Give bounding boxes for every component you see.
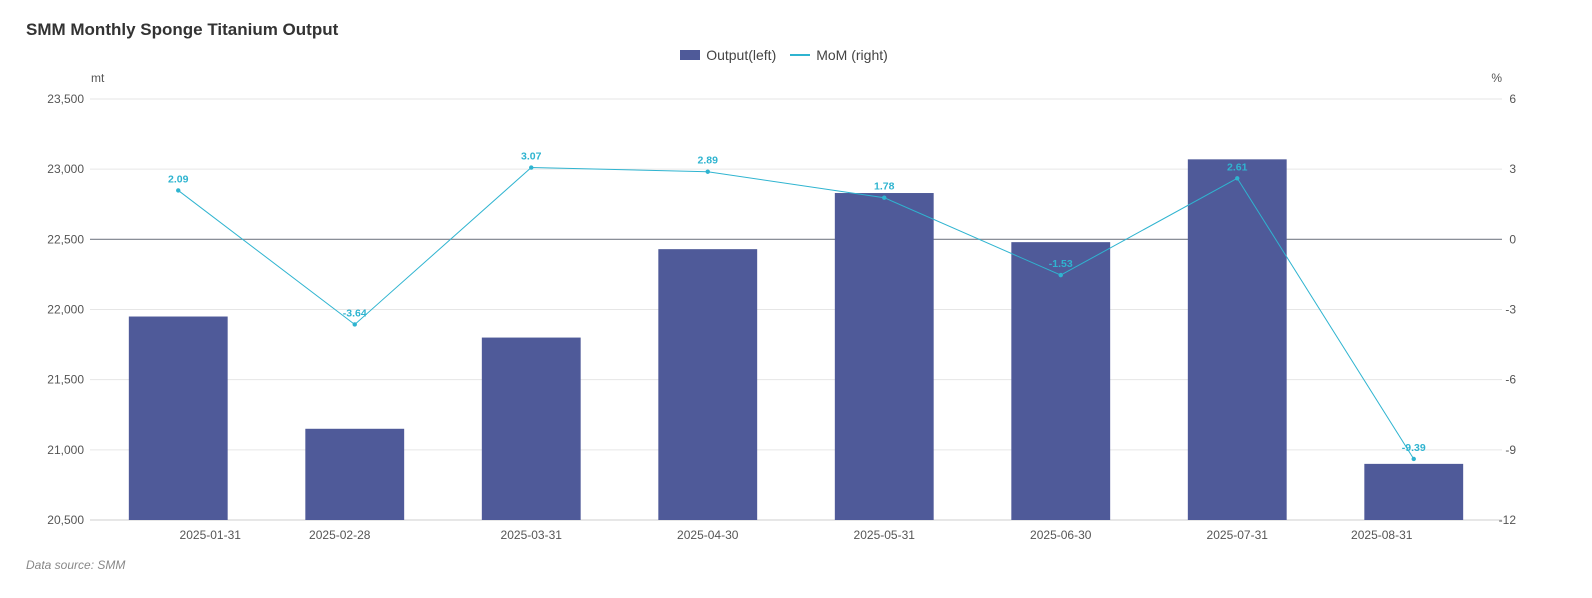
mom-data-label: 3.07 [521, 151, 542, 163]
left-tick-label: 23,000 [47, 162, 84, 176]
output-bar[interactable] [481, 337, 581, 520]
chart-title: SMM Monthly Sponge Titanium Output [26, 20, 339, 39]
output-bar[interactable] [1187, 159, 1287, 521]
mom-point[interactable] [705, 169, 710, 174]
mom-data-label: -1.53 [1049, 258, 1073, 270]
mom-point[interactable] [1058, 272, 1063, 278]
left-tick-label: 21,500 [47, 373, 84, 387]
right-tick-label: 6 [1509, 92, 1516, 106]
legend-item-output[interactable]: Output(left) [680, 47, 776, 63]
mom-data-label: -9.39 [1402, 442, 1426, 454]
legend-line-swatch [790, 54, 811, 56]
right-tick-label: -9 [1505, 443, 1516, 457]
x-tick-label: 2025-08-31 [1351, 528, 1413, 542]
left-tick-label: 20,500 [47, 513, 84, 527]
x-tick-label: 2025-01-31 [180, 528, 242, 542]
mom-point[interactable] [176, 188, 181, 193]
output-bar[interactable] [1011, 242, 1111, 520]
legend: Output(left) MoM (right) [0, 47, 1568, 63]
output-bar[interactable] [1364, 463, 1464, 520]
mom-point[interactable] [1235, 176, 1240, 181]
mom-data-label: 2.09 [168, 173, 189, 185]
mom-data-label: 1.78 [874, 181, 895, 193]
mom-line [177, 167, 1415, 460]
right-tick-label: -3 [1505, 303, 1516, 317]
x-tick-label: 2025-07-31 [1207, 528, 1269, 542]
right-tick-label: -6 [1505, 373, 1516, 387]
left-tick-label: 22,000 [47, 303, 84, 317]
output-bar[interactable] [834, 193, 934, 521]
mom-data-label: 2.61 [1227, 161, 1248, 173]
x-tick-label: 2025-04-30 [677, 528, 739, 542]
x-tick-label: 2025-02-28 [309, 528, 371, 542]
output-bar[interactable] [658, 249, 758, 520]
legend-label-mom: MoM (right) [816, 47, 888, 63]
left-tick-label: 22,500 [47, 232, 84, 246]
x-tick-label: 2025-03-31 [501, 528, 563, 542]
left-tick-label: 23,500 [47, 92, 84, 106]
legend-label-output: Output(left) [706, 47, 777, 63]
mom-point[interactable] [529, 165, 534, 170]
left-axis-unit: mt [91, 71, 105, 85]
mom-point[interactable] [882, 195, 887, 200]
left-tick-label: 21,000 [47, 443, 84, 457]
data-source-note: Data source: SMM [26, 558, 126, 572]
legend-item-mom[interactable]: MoM (right) [790, 47, 888, 63]
right-tick-label: 3 [1509, 162, 1516, 176]
x-tick-label: 2025-06-30 [1030, 528, 1092, 542]
right-tick-label: 0 [1509, 232, 1516, 246]
output-bar[interactable] [305, 428, 405, 520]
output-bar[interactable] [128, 316, 228, 520]
mom-data-label: 2.89 [698, 155, 719, 167]
mom-point[interactable] [352, 322, 357, 327]
x-tick-label: 2025-05-31 [854, 528, 916, 542]
legend-bar-swatch [680, 50, 701, 60]
mom-data-label: -3.64 [343, 307, 367, 319]
mom-point[interactable] [1411, 456, 1416, 462]
right-axis-unit: % [1491, 71, 1502, 85]
right-tick-label: -12 [1499, 513, 1517, 527]
